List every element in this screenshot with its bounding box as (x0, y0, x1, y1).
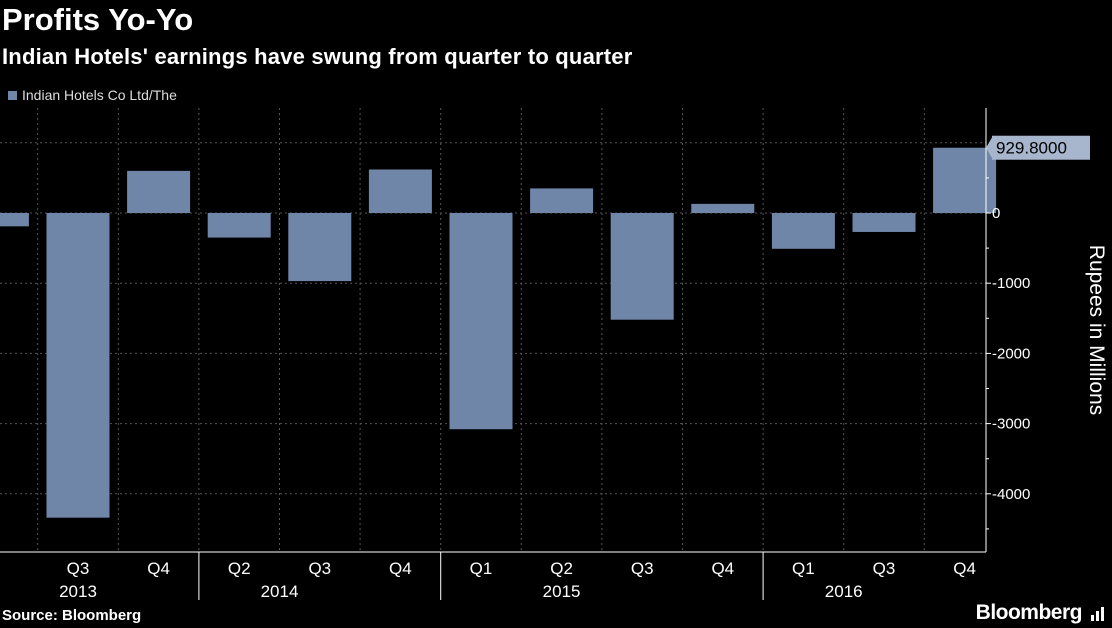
bar (207, 213, 271, 238)
x-tick-label: Q2 (550, 559, 573, 578)
y-tick-label: -1000 (992, 275, 1030, 292)
bloomberg-logo: Bloomberg (975, 601, 1083, 624)
x-year-label: 2013 (59, 582, 97, 601)
bar (852, 213, 916, 232)
bar (127, 170, 191, 213)
bar (449, 213, 513, 430)
bar (771, 213, 835, 249)
last-value-box (992, 135, 1090, 160)
x-tick-label: Q1 (470, 559, 493, 578)
bloomberg-logo-icon (1091, 607, 1104, 621)
x-tick-label: Q3 (308, 559, 331, 578)
x-tick-label: Q4 (711, 559, 734, 578)
x-tick-label: Q3 (67, 559, 90, 578)
bar (288, 213, 352, 282)
y-tick-label: 0 (992, 205, 1000, 222)
chart-title: Profits Yo-Yo (2, 2, 194, 37)
bar (368, 169, 432, 213)
y-tick-label: -4000 (992, 486, 1030, 503)
y-tick-label: -3000 (992, 416, 1030, 433)
x-tick-label: Q4 (147, 559, 170, 578)
x-tick-label: Q3 (631, 559, 654, 578)
x-tick-label: Q2 (228, 559, 251, 578)
legend-label: Indian Hotels Co Ltd/The (22, 87, 177, 103)
x-tick-label: Q1 (792, 559, 815, 578)
x-tick-label: Q4 (389, 559, 412, 578)
x-year-label: 2016 (825, 582, 863, 601)
y-tick-label: -2000 (992, 345, 1030, 362)
bar (0, 213, 29, 227)
x-year-label: 2014 (261, 582, 299, 601)
y-axis-label: Rupees in Millions (1085, 245, 1108, 415)
x-tick-label: Q3 (873, 559, 896, 578)
last-value-label: 929.8000 (996, 139, 1067, 158)
source-note: Source: Bloomberg (2, 607, 142, 624)
legend: Indian Hotels Co Ltd/The (8, 87, 177, 103)
bar (933, 147, 997, 213)
legend-swatch (8, 90, 17, 100)
x-tick-label: Q4 (953, 559, 976, 578)
x-year-label: 2015 (543, 582, 581, 601)
chart-subtitle: Indian Hotels' earnings have swung from … (2, 44, 633, 69)
bar (530, 188, 594, 213)
bar (610, 213, 674, 320)
bar (46, 213, 110, 518)
last-value-pointer (986, 135, 993, 160)
bar (691, 203, 755, 213)
